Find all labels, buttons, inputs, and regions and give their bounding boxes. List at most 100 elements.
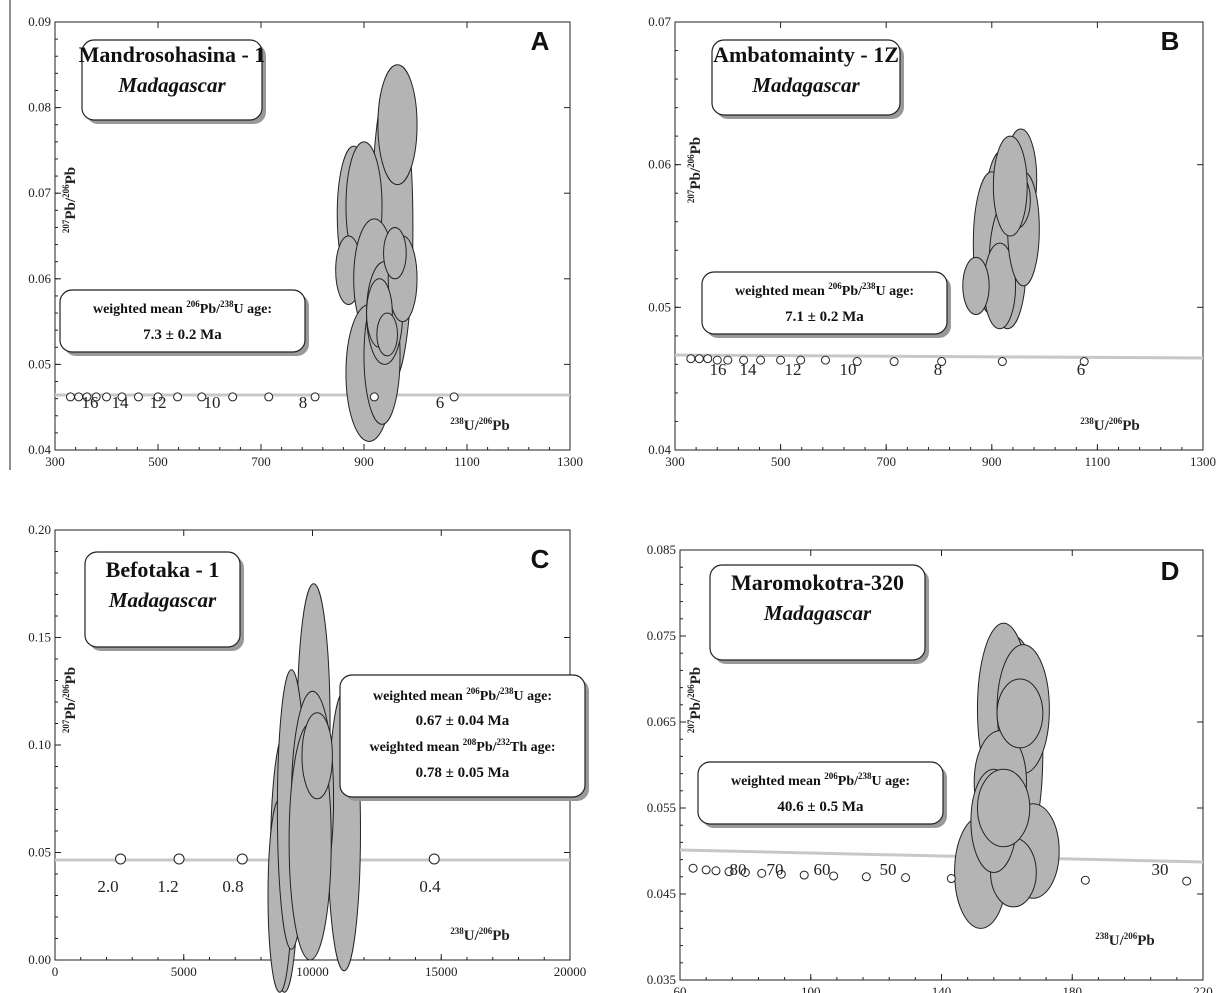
isotope-238: 238 [862, 281, 876, 291]
isotope-238: 238 [1080, 416, 1094, 426]
isotope-238: 238 [500, 686, 514, 696]
pb: Pb [1137, 933, 1155, 949]
x-tick-label: 700 [876, 454, 896, 469]
isotope-206: 206 [824, 771, 838, 781]
x-tick-label: 60 [674, 984, 687, 993]
x-tick-label: 500 [771, 454, 791, 469]
concordia-age-marker [757, 868, 767, 878]
pb: Pb [63, 667, 79, 685]
y-tick-label: 0.045 [647, 886, 676, 901]
x-axis-label: 238U/206Pb [1080, 416, 1140, 434]
y-tick-label: 0.07 [28, 185, 51, 200]
concordia-age-marker [1182, 876, 1192, 886]
concordia-age-label: 12 [785, 360, 802, 379]
concordia-age-marker [740, 868, 750, 877]
x-tick-label: 5000 [171, 964, 197, 979]
concordia-curve [679, 848, 1204, 864]
concordia-age-label: 14 [740, 360, 758, 379]
sample-location: Madagascar [117, 73, 226, 97]
concordia-age-marker [264, 392, 274, 402]
y-tick-label: 0.055 [647, 800, 676, 815]
y-tick-label: 0.065 [647, 714, 676, 729]
concordia-age-marker [799, 870, 809, 880]
error-ellipse [976, 768, 1031, 848]
error-ellipse [962, 256, 990, 315]
isotope-206: 206 [186, 299, 200, 309]
concordia-age-marker [739, 355, 749, 365]
concordia-age-label: 8 [934, 360, 943, 379]
u: U/ [464, 418, 480, 434]
concordia-age-marker [712, 355, 722, 365]
title-box [709, 564, 926, 661]
isotope-238: 238 [858, 771, 872, 781]
sample-title: Maromokotra-320 [731, 570, 904, 595]
error-ellipse [383, 226, 407, 280]
concordia-age-label: 12 [150, 393, 167, 412]
x-tick-label: 220 [1193, 984, 1213, 993]
isotope-208: 208 [463, 737, 477, 747]
pb: Pb/ [838, 774, 859, 789]
isotope-206: 206 [61, 684, 71, 698]
age-box [59, 289, 306, 353]
wm-prefix: weighted mean [735, 284, 828, 299]
weighted-mean-age-value: 7.3 ± 0.2 Ma [143, 327, 222, 343]
isotope-206: 206 [61, 184, 71, 198]
error-ellipse [992, 135, 1028, 237]
x-tick-label: 20000 [554, 964, 587, 979]
wm-prefix: weighted mean [731, 774, 824, 789]
concordia-age-marker [133, 392, 143, 402]
concordia-age-marker [776, 355, 786, 365]
weighted-mean-label: weighted mean 206Pb/238U age: [735, 281, 914, 299]
concordia-age-marker [701, 865, 711, 875]
isotope-238: 238 [450, 416, 464, 426]
isotope-238: 238 [450, 926, 464, 936]
pb: Pb/ [480, 689, 501, 704]
panel-letter: B [1161, 26, 1180, 56]
concordia-age-label: 70 [767, 860, 784, 879]
concordia-age-marker [889, 357, 899, 367]
x-tick-label: 1100 [454, 454, 480, 469]
x-tick-label: 900 [982, 454, 1002, 469]
concordia-age-marker [711, 866, 721, 876]
y-tick-label: 0.06 [648, 157, 671, 172]
concordia-age-label: 30 [1152, 860, 1169, 879]
weighted-mean-age-value: 0.67 ± 0.04 Ma [416, 713, 510, 729]
isotope-232: 232 [497, 737, 511, 747]
u-age: U age: [514, 689, 553, 704]
concordia-age-marker [102, 392, 111, 402]
x-tick-label: 700 [251, 454, 271, 469]
concordia-age-marker [1079, 357, 1089, 367]
x-tick-label: 100 [801, 984, 821, 993]
x-tick-label: 1300 [1190, 454, 1216, 469]
title-box [711, 39, 901, 116]
weighted-mean-age-value: 40.6 ± 0.5 Ma [777, 799, 864, 815]
y-tick-label: 0.07 [648, 14, 671, 29]
u-age: U age: [876, 284, 915, 299]
pb: Pb/ [688, 167, 704, 190]
isotope-206: 206 [686, 154, 696, 168]
title-box [81, 39, 263, 121]
y-tick-label: 0.10 [28, 737, 51, 752]
y-axis-label: 207Pb/206Pb [61, 167, 79, 233]
concordia-age-label: 60 [814, 860, 831, 879]
concordia-age-marker [197, 392, 207, 402]
x-tick-label: 1300 [557, 454, 583, 469]
error-ellipse [377, 64, 418, 186]
isotope-206: 206 [479, 926, 493, 936]
x-axis-label: 238U/206Pb [1095, 931, 1155, 949]
concordia-age-marker [946, 874, 956, 884]
concordia-age-marker [228, 392, 238, 402]
concordia-age-marker [829, 871, 839, 881]
y-axis-label: 207Pb/206Pb [61, 667, 79, 733]
u-age: U age: [872, 774, 911, 789]
error-ellipse [301, 712, 333, 800]
concordia-age-marker [703, 354, 713, 364]
concordia-age-marker [173, 392, 183, 402]
weighted-mean-label: weighted mean 206Pb/238U age: [731, 771, 910, 789]
concordia-age-label: 16 [710, 360, 727, 379]
isotope-207: 207 [686, 719, 696, 733]
isotope-206: 206 [466, 686, 480, 696]
y-tick-label: 0.06 [28, 271, 51, 286]
concordia-age-label: 50 [880, 860, 897, 879]
concordia-age-marker [997, 357, 1007, 367]
